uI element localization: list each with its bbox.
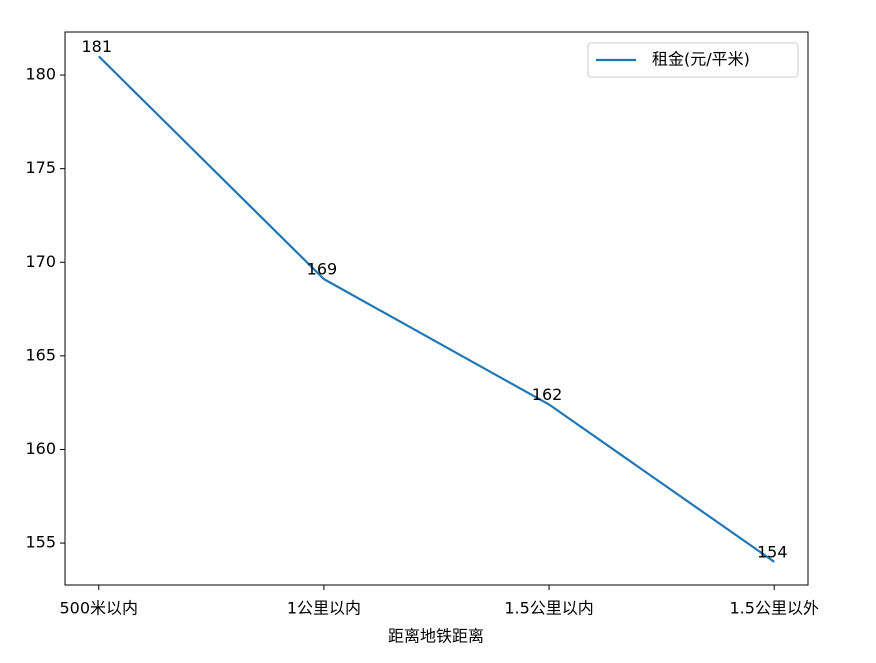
x-tick-label: 1.5公里以外 [730, 599, 819, 618]
x-tick-label: 500米以内 [59, 599, 138, 618]
data-label: 181 [81, 37, 112, 56]
x-axis-label: 距离地铁距离 [388, 627, 484, 646]
line [97, 55, 775, 563]
data-label: 154 [757, 542, 788, 561]
legend-label: 租金(元/平米) [652, 50, 750, 69]
y-tick-label: 175 [25, 158, 56, 177]
plot-frame [64, 31, 809, 586]
legend-box [587, 42, 799, 78]
x-tick-label: 1公里以内 [287, 599, 361, 618]
data-label: 169 [307, 260, 338, 279]
x-tick-label: 1.5公里以内 [504, 599, 593, 618]
y-tick-label: 160 [25, 439, 56, 458]
y-tick-label: 180 [25, 65, 56, 84]
data-label: 162 [532, 385, 563, 404]
y-tick-label: 155 [25, 533, 56, 552]
y-tick-label: 170 [25, 252, 56, 271]
y-tick-label: 165 [25, 345, 56, 364]
